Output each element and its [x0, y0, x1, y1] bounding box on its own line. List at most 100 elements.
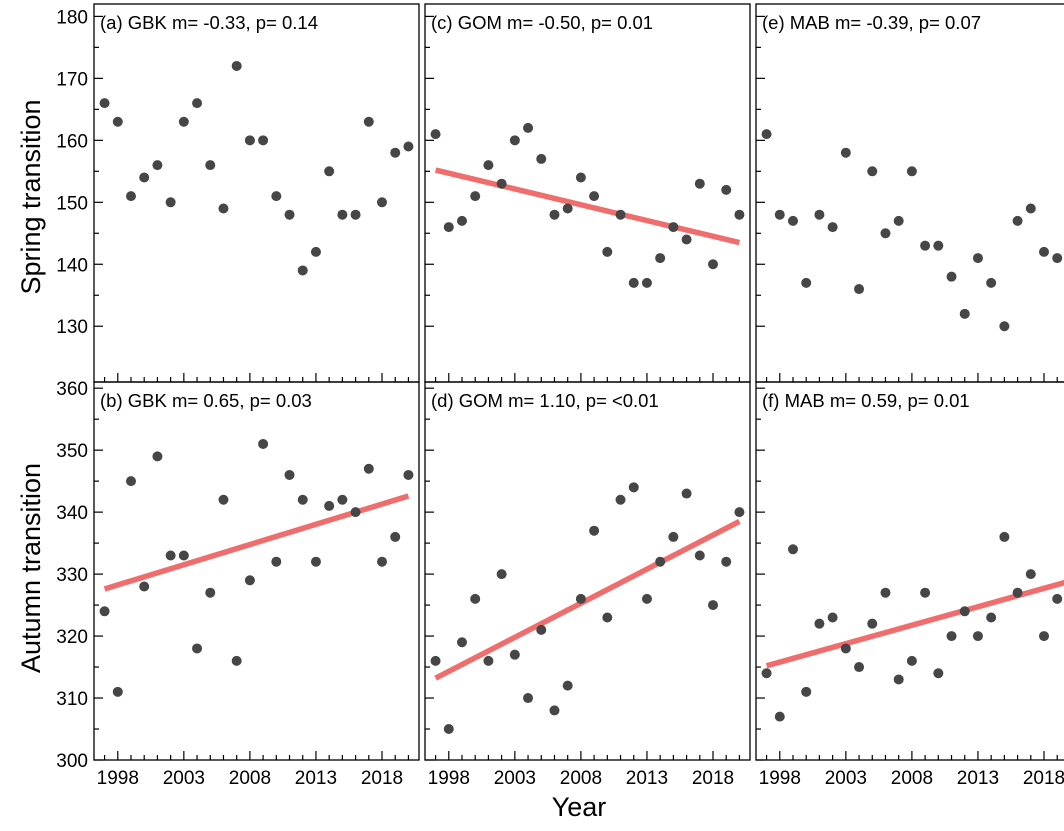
data-point	[218, 203, 229, 214]
data-point	[324, 166, 335, 177]
data-point	[986, 612, 997, 623]
data-point	[668, 531, 679, 542]
data-point	[589, 191, 600, 202]
data-point	[112, 116, 123, 127]
data-point	[218, 494, 229, 505]
data-point	[734, 507, 745, 518]
data-point	[509, 649, 520, 660]
data-point	[99, 98, 110, 109]
y-tick-label: 140	[56, 255, 88, 276]
data-point	[139, 581, 150, 592]
data-point	[628, 277, 639, 288]
data-point	[271, 191, 282, 202]
data-point	[523, 693, 534, 704]
data-point	[840, 147, 851, 158]
data-point	[946, 631, 957, 642]
data-point	[906, 166, 917, 177]
data-point	[470, 191, 481, 202]
data-point	[443, 222, 454, 233]
data-point	[827, 222, 838, 233]
data-point	[562, 680, 573, 691]
data-point	[496, 569, 507, 580]
data-point	[681, 234, 692, 245]
trend-line	[434, 167, 741, 246]
data-point	[880, 228, 891, 239]
x-tick-label: 2018	[692, 768, 734, 789]
data-point	[801, 277, 812, 288]
data-point	[363, 116, 374, 127]
data-point	[814, 618, 825, 629]
data-point	[112, 686, 123, 697]
data-point	[324, 500, 335, 511]
x-tick-label: 1998	[428, 768, 470, 789]
autumn-y-axis-label: Autumn transition	[16, 463, 46, 673]
data-point	[258, 135, 269, 146]
data-point	[999, 321, 1010, 332]
data-point	[549, 209, 560, 220]
x-axis-label: Year	[552, 792, 607, 822]
data-point	[125, 476, 136, 487]
panel-title: (e) MAB m= -0.39, p= 0.07	[762, 12, 981, 33]
data-point	[972, 631, 983, 642]
data-point	[231, 655, 242, 666]
x-tick-label: 2018	[1023, 768, 1064, 789]
data-point	[284, 469, 295, 480]
panel-frame	[93, 3, 420, 383]
data-point	[337, 209, 348, 220]
data-point	[867, 166, 878, 177]
data-point	[258, 438, 269, 449]
data-point	[1025, 203, 1036, 214]
panel-c: (c) GOM m= -0.50, p= 0.01	[424, 3, 751, 383]
panel-title: (c) GOM m= -0.50, p= 0.01	[431, 12, 653, 33]
panel-title: (f) MAB m= 0.59, p= 0.01	[762, 390, 970, 411]
panel-d: 1998 2003 2008 2013 2018 (d) GOM m= 1.10, p= …	[424, 381, 751, 789]
data-point	[509, 135, 520, 146]
data-point	[854, 284, 865, 295]
panel-frame	[755, 3, 1064, 383]
data-point	[403, 469, 414, 480]
data-point	[562, 203, 573, 214]
data-point	[377, 556, 388, 567]
y-tick-label: 310	[56, 689, 88, 710]
data-point	[893, 674, 904, 685]
data-point	[1039, 631, 1050, 642]
data-point	[523, 122, 534, 133]
data-point	[99, 606, 110, 617]
data-point	[244, 135, 255, 146]
data-point	[708, 600, 719, 611]
data-point	[456, 637, 467, 648]
data-point	[1052, 593, 1063, 604]
data-point	[337, 494, 348, 505]
data-point	[761, 668, 772, 679]
data-point	[933, 240, 944, 251]
data-point	[536, 624, 547, 635]
data-point	[297, 265, 308, 276]
data-point	[363, 463, 374, 474]
data-point	[470, 593, 481, 604]
data-point	[430, 655, 441, 666]
data-point	[165, 197, 176, 208]
data-point	[854, 662, 865, 673]
x-tick-label: 2003	[825, 768, 867, 789]
data-point	[1012, 587, 1023, 598]
data-point	[681, 488, 692, 499]
data-point	[297, 494, 308, 505]
data-point	[761, 129, 772, 140]
data-point	[920, 240, 931, 251]
data-point	[827, 612, 838, 623]
data-point	[536, 153, 547, 164]
data-point	[814, 209, 825, 220]
data-point	[655, 253, 666, 264]
data-point	[602, 612, 613, 623]
panels-group: 130 140 150 160 170 180 (a) GBK m= -0.33, p= 0…	[56, 3, 1064, 789]
y-tick-label: 170	[56, 69, 88, 90]
data-point	[178, 116, 189, 127]
trend-line	[103, 493, 410, 592]
panel-b: 1998 2003 2008 2013 2018 300 310 320 330 340 350 36…	[56, 379, 420, 789]
spring-y-axis-label: Spring transition	[16, 99, 46, 294]
data-point	[787, 544, 798, 555]
data-point	[946, 271, 957, 282]
data-point	[152, 451, 163, 462]
data-point	[880, 587, 891, 598]
